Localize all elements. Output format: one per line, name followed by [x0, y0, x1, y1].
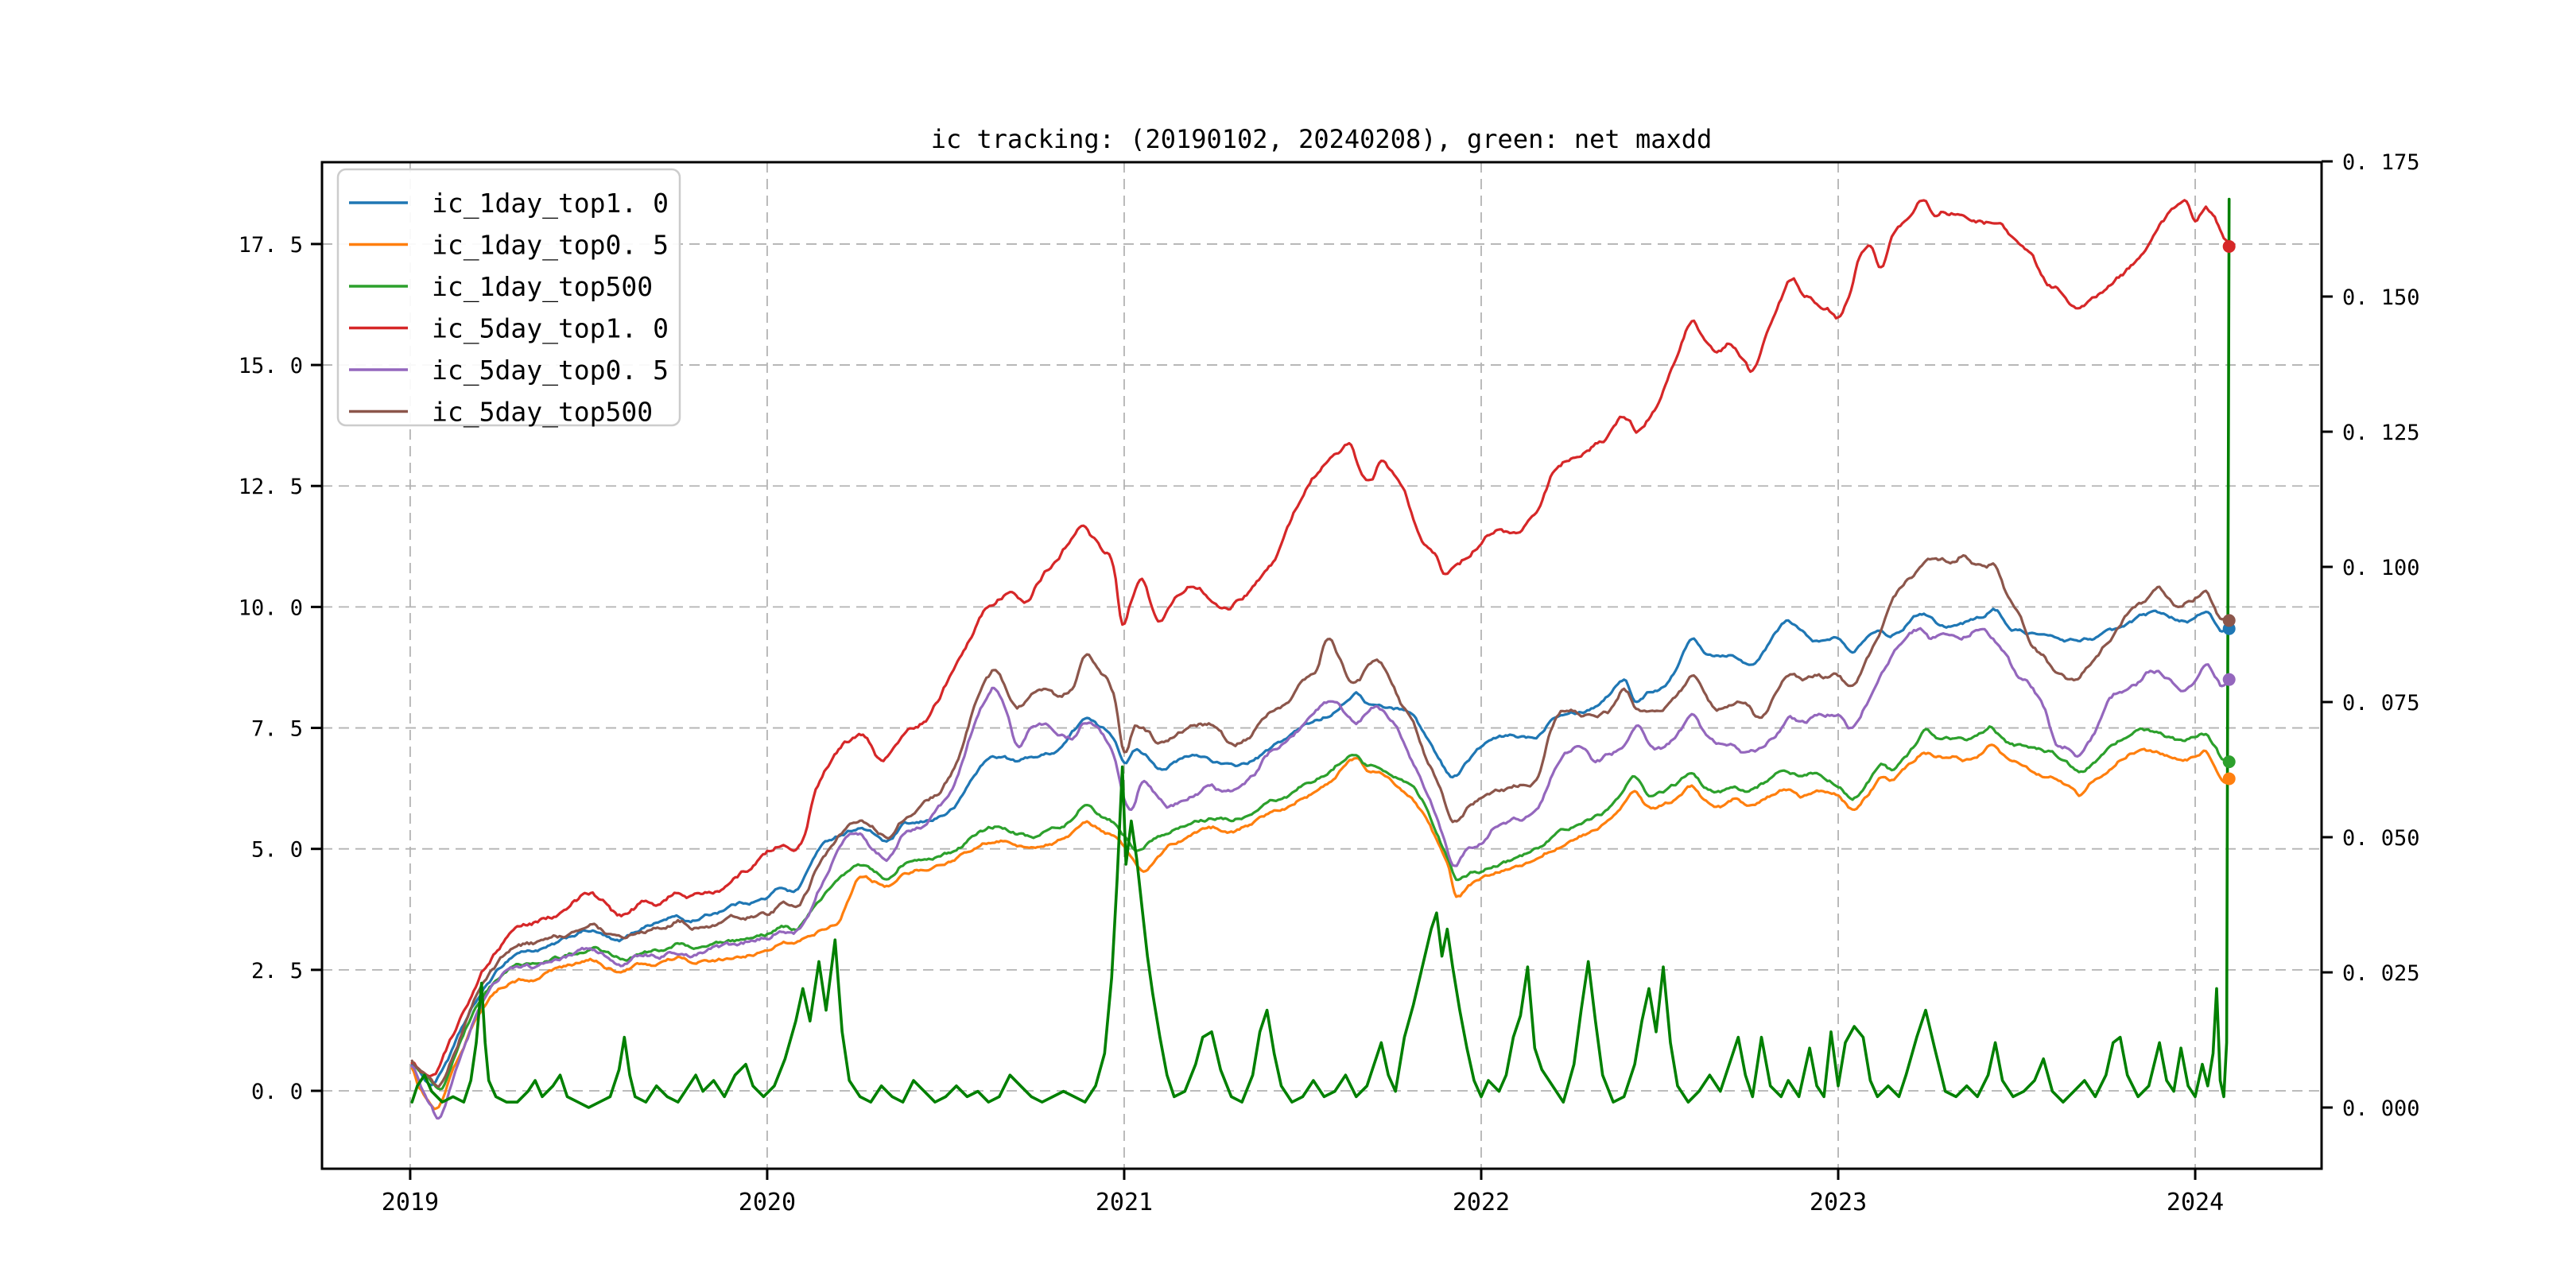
- series-line-ic_1day_top500: [410, 725, 2231, 1091]
- y-left-tick-label: 17. 5: [239, 233, 303, 258]
- plot-border: [320, 161, 2323, 1170]
- legend-item-ic_5day_top500: ic_5day_top500: [349, 397, 653, 429]
- end-markers: [2222, 239, 2236, 786]
- series-line-ic_5day_top0.5: [410, 627, 2231, 1120]
- series-line-ic_5day_top1.0: [410, 199, 2231, 1078]
- y-right-tick-label: 0. 150: [2342, 285, 2420, 310]
- legend-frame: [336, 168, 681, 427]
- x-tick-label: 2022: [1453, 1189, 1510, 1216]
- legend-item-ic_1day_top1.0: ic_1day_top1. 0: [349, 188, 669, 219]
- series-line-ic_1day_top0.5: [410, 743, 2231, 1111]
- end-dot-ic_5day_top1.0: [2222, 239, 2236, 253]
- series-line-net_maxdd: [410, 197, 2231, 1109]
- y-left-tick-label: 7. 5: [251, 717, 303, 742]
- x-tick-label: 2023: [1810, 1189, 1867, 1216]
- y-right-tick-label: 0. 025: [2342, 961, 2420, 986]
- legend-box: ic_1day_top1. 0 ic_1day_top0. 5 ic_1day_to…: [336, 168, 681, 429]
- x-tick-label: 2020: [739, 1189, 796, 1216]
- x-tick-label: 2024: [2167, 1189, 2224, 1216]
- y-left-tick-label: 2. 5: [251, 959, 303, 983]
- legend-item-ic_1day_top500: ic_1day_top500: [349, 271, 653, 303]
- legend-label: ic_1day_top0. 5: [432, 230, 669, 262]
- x-tick-label: 2019: [382, 1189, 439, 1216]
- legend-label: ic_1day_top1. 0: [432, 188, 669, 219]
- y-left-tick-label: 12. 5: [239, 475, 303, 499]
- legend-item-ic_5day_top0.5: ic_5day_top0. 5: [349, 355, 669, 386]
- legend-item-ic_5day_top1.0: ic_5day_top1. 0: [349, 313, 669, 345]
- y-right-tick-label: 0. 125: [2342, 421, 2420, 445]
- legend-item-ic_1day_top0.5: ic_1day_top0. 5: [349, 230, 669, 262]
- axes-and-ticks: 2019 2020 2021 2022 2023 2024 0. 0 2. 5 5. 0 7. 5…: [239, 150, 2420, 1216]
- end-dot-ic_1day_top500: [2222, 755, 2236, 769]
- y-right-tick-label: 0. 175: [2342, 150, 2420, 175]
- end-dot-ic_5day_top0.5: [2222, 673, 2236, 686]
- series-lines: [410, 197, 2231, 1120]
- y-right-tick-label: 0. 000: [2342, 1096, 2420, 1121]
- y-right-tick-label: 0. 100: [2342, 556, 2420, 580]
- chart-title: ic tracking: (20190102, 20240208), green…: [931, 124, 1713, 154]
- x-tick-label: 2021: [1096, 1189, 1153, 1216]
- end-dot-ic_5day_top500: [2222, 614, 2236, 627]
- legend-label: ic_5day_top500: [432, 397, 653, 429]
- y-left-tick-label: 5. 0: [251, 838, 303, 863]
- y-left-tick-label: 0. 0: [251, 1080, 303, 1104]
- legend-label: ic_5day_top0. 5: [432, 355, 669, 386]
- y-right-tick-label: 0. 050: [2342, 826, 2420, 851]
- end-dot-ic_1day_top0.5: [2222, 772, 2236, 786]
- y-left-tick-label: 15. 0: [239, 354, 303, 378]
- series-line-ic_5day_top500: [410, 554, 2231, 1088]
- y-left-tick-label: 10. 0: [239, 596, 303, 620]
- series-line-ic_1day_top1.0: [410, 607, 2231, 1087]
- y-right-tick-label: 0. 075: [2342, 691, 2420, 716]
- legend-label: ic_1day_top500: [432, 271, 653, 303]
- legend-label: ic_5day_top1. 0: [432, 313, 669, 345]
